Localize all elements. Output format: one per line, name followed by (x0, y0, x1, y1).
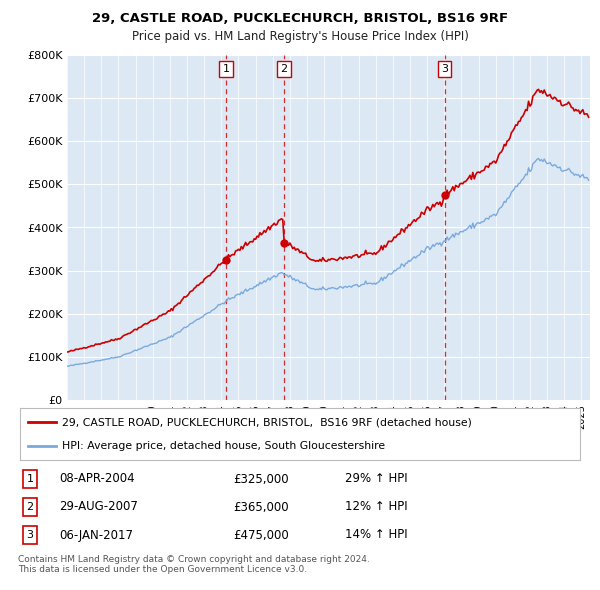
Text: 08-APR-2004: 08-APR-2004 (59, 473, 135, 486)
Text: 1: 1 (223, 64, 229, 74)
Text: £475,000: £475,000 (233, 529, 289, 542)
Text: 2: 2 (26, 502, 34, 512)
Text: 12% ↑ HPI: 12% ↑ HPI (345, 500, 407, 513)
Text: 29% ↑ HPI: 29% ↑ HPI (345, 473, 407, 486)
Text: 1: 1 (26, 474, 34, 484)
Text: 3: 3 (441, 64, 448, 74)
Text: 14% ↑ HPI: 14% ↑ HPI (345, 529, 407, 542)
Text: 29-AUG-2007: 29-AUG-2007 (59, 500, 138, 513)
Text: 29, CASTLE ROAD, PUCKLECHURCH, BRISTOL, BS16 9RF: 29, CASTLE ROAD, PUCKLECHURCH, BRISTOL, … (92, 12, 508, 25)
Text: 06-JAN-2017: 06-JAN-2017 (59, 529, 133, 542)
Text: 2: 2 (281, 64, 287, 74)
Text: £325,000: £325,000 (233, 473, 289, 486)
Text: 29, CASTLE ROAD, PUCKLECHURCH, BRISTOL,  BS16 9RF (detached house): 29, CASTLE ROAD, PUCKLECHURCH, BRISTOL, … (62, 417, 472, 427)
Text: HPI: Average price, detached house, South Gloucestershire: HPI: Average price, detached house, Sout… (62, 441, 385, 451)
Text: 3: 3 (26, 530, 34, 540)
Text: Contains HM Land Registry data © Crown copyright and database right 2024.
This d: Contains HM Land Registry data © Crown c… (18, 555, 370, 575)
Text: Price paid vs. HM Land Registry's House Price Index (HPI): Price paid vs. HM Land Registry's House … (131, 30, 469, 43)
Text: £365,000: £365,000 (233, 500, 289, 513)
